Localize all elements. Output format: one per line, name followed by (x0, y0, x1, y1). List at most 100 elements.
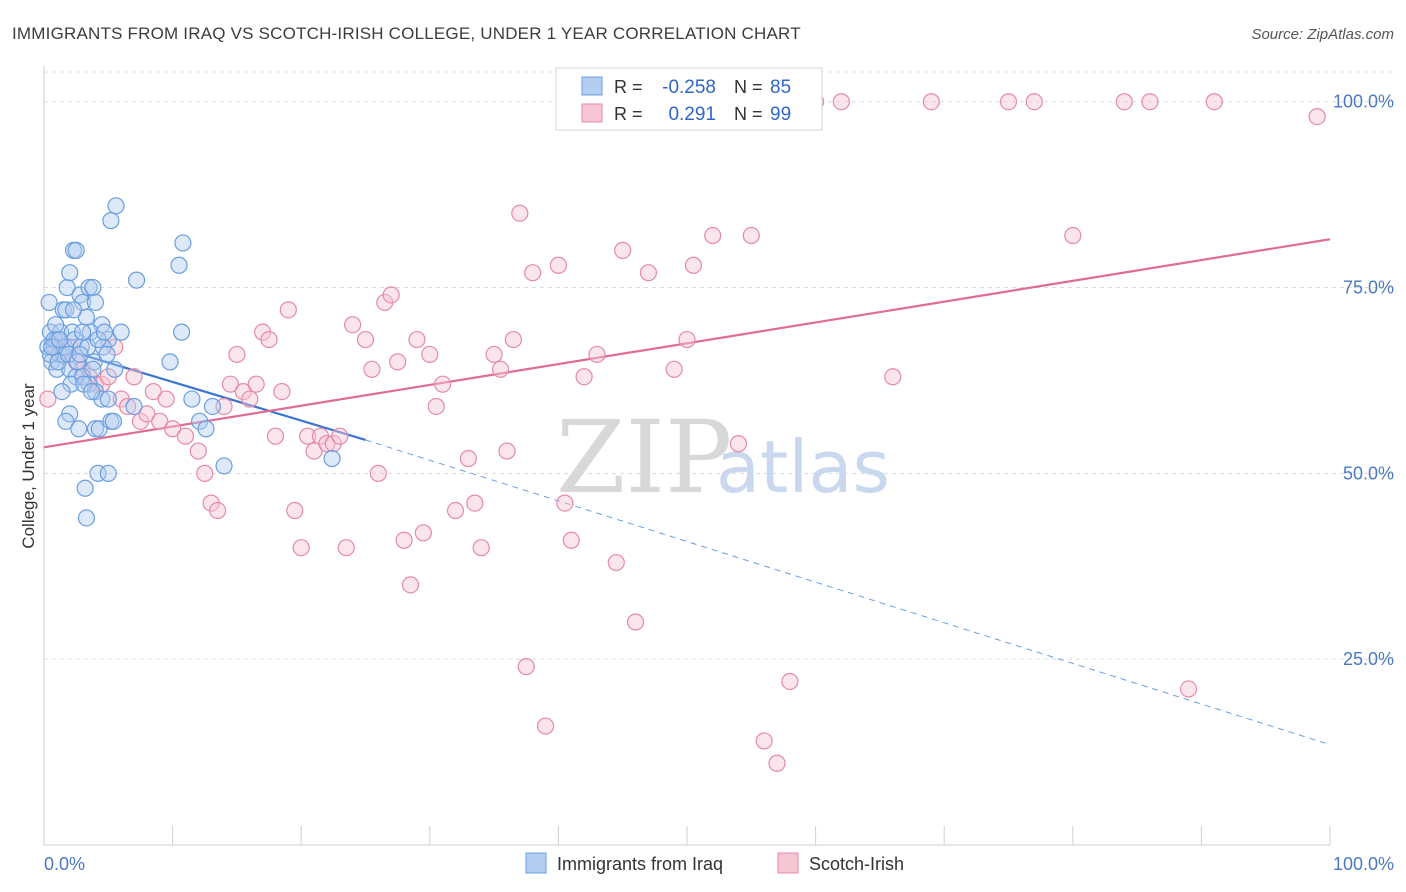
point-scotch-irish-46 (356, 330, 375, 349)
point-iraq-52 (197, 420, 215, 438)
stats-legend: R = -0.258 N = 85 R = 0.291 N = 99 (555, 67, 823, 131)
series-legend-swatch-iraq (525, 852, 547, 874)
point-iraq-76 (53, 383, 71, 401)
point-scotch-irish-35 (279, 301, 297, 319)
y-tick-labels: 25.0% 50.0% 75.0% 100.0% (1333, 92, 1394, 669)
point-iraq-77 (46, 316, 65, 334)
point-scotch-irish-83 (678, 330, 696, 349)
point-scotch-irish-70 (536, 717, 555, 735)
point-scotch-irish-88 (742, 226, 760, 245)
y-tick-label-50: 50.0% (1343, 463, 1394, 483)
legend-r-value-iraq: -0.258 (662, 77, 716, 98)
point-scotch-irish-59 (446, 501, 465, 520)
legend-n-label-iraq: N = (734, 77, 763, 97)
point-scotch-irish-15 (138, 405, 156, 423)
point-iraq-47 (127, 271, 146, 289)
gridlines (44, 71, 1394, 660)
y-tick-label-100: 100.0% (1333, 92, 1394, 112)
x-tick-label-0: 0.0% (44, 854, 85, 874)
point-iraq-48 (161, 353, 179, 371)
legend-r-label-iraq: R = (614, 77, 643, 97)
point-scotch-irish-62 (472, 539, 490, 557)
point-scotch-irish-17 (151, 412, 169, 430)
legend-swatch-iraq (581, 76, 603, 96)
point-scotch-irish-27 (228, 345, 246, 364)
point-scotch-irish-56 (421, 345, 439, 364)
point-iraq-42 (99, 464, 117, 482)
point-iraq-54 (215, 457, 233, 475)
point-scotch-irish-50 (382, 286, 400, 304)
axes (43, 66, 1331, 846)
point-scotch-irish-53 (401, 576, 420, 594)
point-scotch-irish-75 (588, 345, 606, 364)
trend-lines (43, 238, 1331, 746)
point-iraq-65 (98, 345, 116, 364)
point-iraq-11 (67, 241, 85, 259)
point-iraq-49 (173, 323, 191, 341)
point-scotch-irish-66 (504, 330, 522, 349)
point-scotch-irish-26 (221, 375, 240, 393)
point-scotch-irish-63 (485, 345, 503, 364)
point-scotch-irish-39 (305, 442, 323, 460)
point-scotch-irish-99 (1115, 93, 1133, 111)
chart-title: IMMIGRANTS FROM IRAQ VS SCOTCH-IRISH COL… (12, 24, 801, 43)
point-scotch-irish-52 (395, 531, 413, 549)
point-scotch-irish-64 (491, 360, 510, 378)
point-scotch-irish-101 (1179, 680, 1198, 698)
point-iraq-80 (95, 323, 114, 341)
point-scotch-irish-84 (684, 256, 703, 274)
point-scotch-irish-74 (575, 368, 593, 386)
trend-line-iraq-extension (365, 439, 1331, 746)
point-scotch-irish-73 (562, 531, 580, 549)
point-scotch-irish-18 (157, 390, 175, 408)
point-scotch-irish-85 (704, 226, 722, 245)
point-iraq-84 (71, 345, 89, 364)
legend-n-value-iraq: 85 (770, 77, 791, 98)
point-scotch-irish-77 (607, 553, 625, 572)
point-scotch-irish-90 (768, 754, 786, 772)
point-scotch-irish-61 (466, 494, 484, 512)
point-scotch-irish-89 (755, 732, 773, 750)
point-scotch-irish-91 (781, 672, 799, 691)
point-iraq-69 (82, 383, 101, 401)
point-scotch-irish-38 (299, 427, 317, 445)
legend-n-value-scotch-irish: 99 (770, 104, 791, 125)
point-iraq-44 (107, 197, 125, 215)
point-scotch-irish-21 (189, 442, 207, 460)
legend-r-value-scotch-irish: 0.291 (668, 104, 716, 125)
point-scotch-irish-30 (247, 375, 265, 393)
point-scotch-irish-71 (549, 256, 568, 274)
point-scotch-irish-16 (144, 383, 162, 401)
point-scotch-irish-98 (1064, 226, 1082, 245)
point-scotch-irish-24 (209, 501, 227, 520)
y-tick-label-25: 25.0% (1343, 649, 1394, 669)
point-scotch-irish-13 (125, 368, 143, 386)
point-iraq-45 (170, 256, 188, 274)
point-scotch-irish-79 (626, 613, 645, 631)
point-iraq-31 (57, 412, 75, 430)
point-iraq-38 (125, 397, 143, 416)
point-scotch-irish-69 (524, 264, 542, 282)
point-scotch-irish-43 (331, 427, 349, 445)
series-legend-swatch-scotch-irish (777, 852, 799, 874)
point-scotch-irish-94 (884, 368, 902, 386)
point-scotch-irish-67 (511, 204, 529, 222)
point-scotch-irish-78 (614, 241, 632, 259)
point-scotch-irish-55 (414, 524, 432, 542)
point-scotch-irish-58 (434, 375, 452, 393)
point-iraq-6 (40, 293, 58, 312)
chart-source: Source: ZipAtlas.com (1251, 26, 1394, 43)
point-iraq-46 (174, 234, 192, 252)
y-axis-label: College, Under 1 year (19, 383, 38, 549)
point-iraq-9 (61, 264, 79, 282)
point-scotch-irish-37 (292, 539, 310, 557)
point-scotch-irish-29 (241, 390, 259, 408)
point-scotch-irish-65 (498, 442, 516, 460)
point-scotch-irish-54 (408, 330, 426, 349)
point-scotch-irish-32 (260, 330, 278, 349)
point-iraq-79 (73, 323, 92, 341)
series-legend-label-iraq: Immigrants from Iraq (557, 854, 723, 874)
point-iraq-8 (58, 278, 76, 297)
